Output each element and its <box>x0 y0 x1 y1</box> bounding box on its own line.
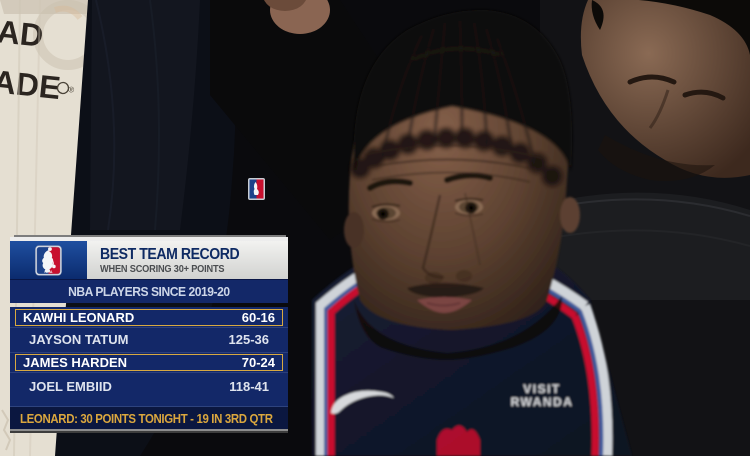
svg-text:ADE: ADE <box>0 63 62 106</box>
svg-text:®: ® <box>68 85 75 95</box>
svg-text:RWANDA: RWANDA <box>511 395 574 409</box>
svg-text:VISIT: VISIT <box>523 382 561 396</box>
svg-text:NBA: NBA <box>44 270 53 274</box>
